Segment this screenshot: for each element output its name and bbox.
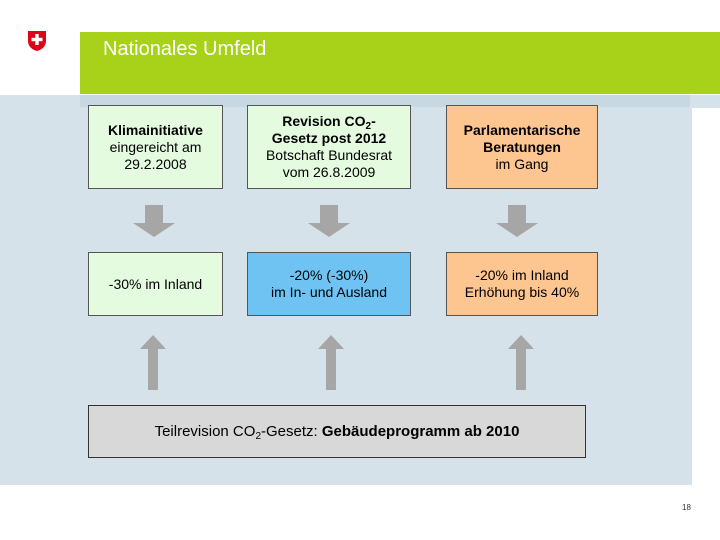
diagram-background-edge [692,108,720,485]
target-parlament-box: -20% im Inland Erhöhung bis 40% [446,252,598,316]
arrow-down-icon [133,205,175,237]
target-parlament-line2: Erhöhung bis 40% [464,284,580,300]
target-parlament-line1: -20% im Inland [475,267,569,283]
target-inland-text: -30% im Inland [108,275,203,292]
klimainitiative-status: eingereicht am [109,138,202,155]
revision-co2-title: Revision CO2- [282,113,376,132]
revision-co2-subtitle: Gesetz post 2012 [271,130,387,146]
revision-co2-box: Revision CO2- Gesetz post 2012 Botschaft… [247,105,411,189]
target-in-ausland-box: -20% (-30%) im In- und Ausland [247,252,411,316]
target-in-ausland-line1: -20% (-30%) [289,267,369,283]
klimainitiative-box: Klimainitiative eingereicht am 29.2.2008 [88,105,223,189]
arrow-up-icon [508,335,534,390]
parlament-title: Parlamentarische [463,121,581,138]
diagram-background-top [80,95,690,107]
parlament-status: im Gang [495,155,549,172]
klimainitiative-date: 29.2.2008 [124,155,187,172]
target-in-ausland-line2: im In- und Ausland [271,284,387,300]
swiss-cross-logo-icon [28,31,46,51]
page-title: Nationales Umfeld [103,38,267,60]
revision-co2-botschaft: Botschaft Bundesrat [265,147,393,163]
revision-co2-date: vom 26.8.2009 [282,164,376,180]
header-band [80,32,720,94]
teilrevision-box: Teilrevision CO2-Gesetz: Gebäudeprogramm… [88,405,586,458]
arrow-up-icon [318,335,344,390]
parlament-subtitle: Beratungen [483,138,561,155]
target-inland-box: -30% im Inland [88,252,223,316]
page-number: 18 [682,503,691,512]
klimainitiative-title: Klimainitiative [108,121,203,138]
arrow-up-icon [140,335,166,390]
teilrevision-text: Teilrevision CO2-Gesetz: Gebäudeprogramm… [154,423,520,442]
arrow-down-icon [308,205,350,237]
parlament-box: Parlamentarische Beratungen im Gang [446,105,598,189]
arrow-down-icon [496,205,538,237]
